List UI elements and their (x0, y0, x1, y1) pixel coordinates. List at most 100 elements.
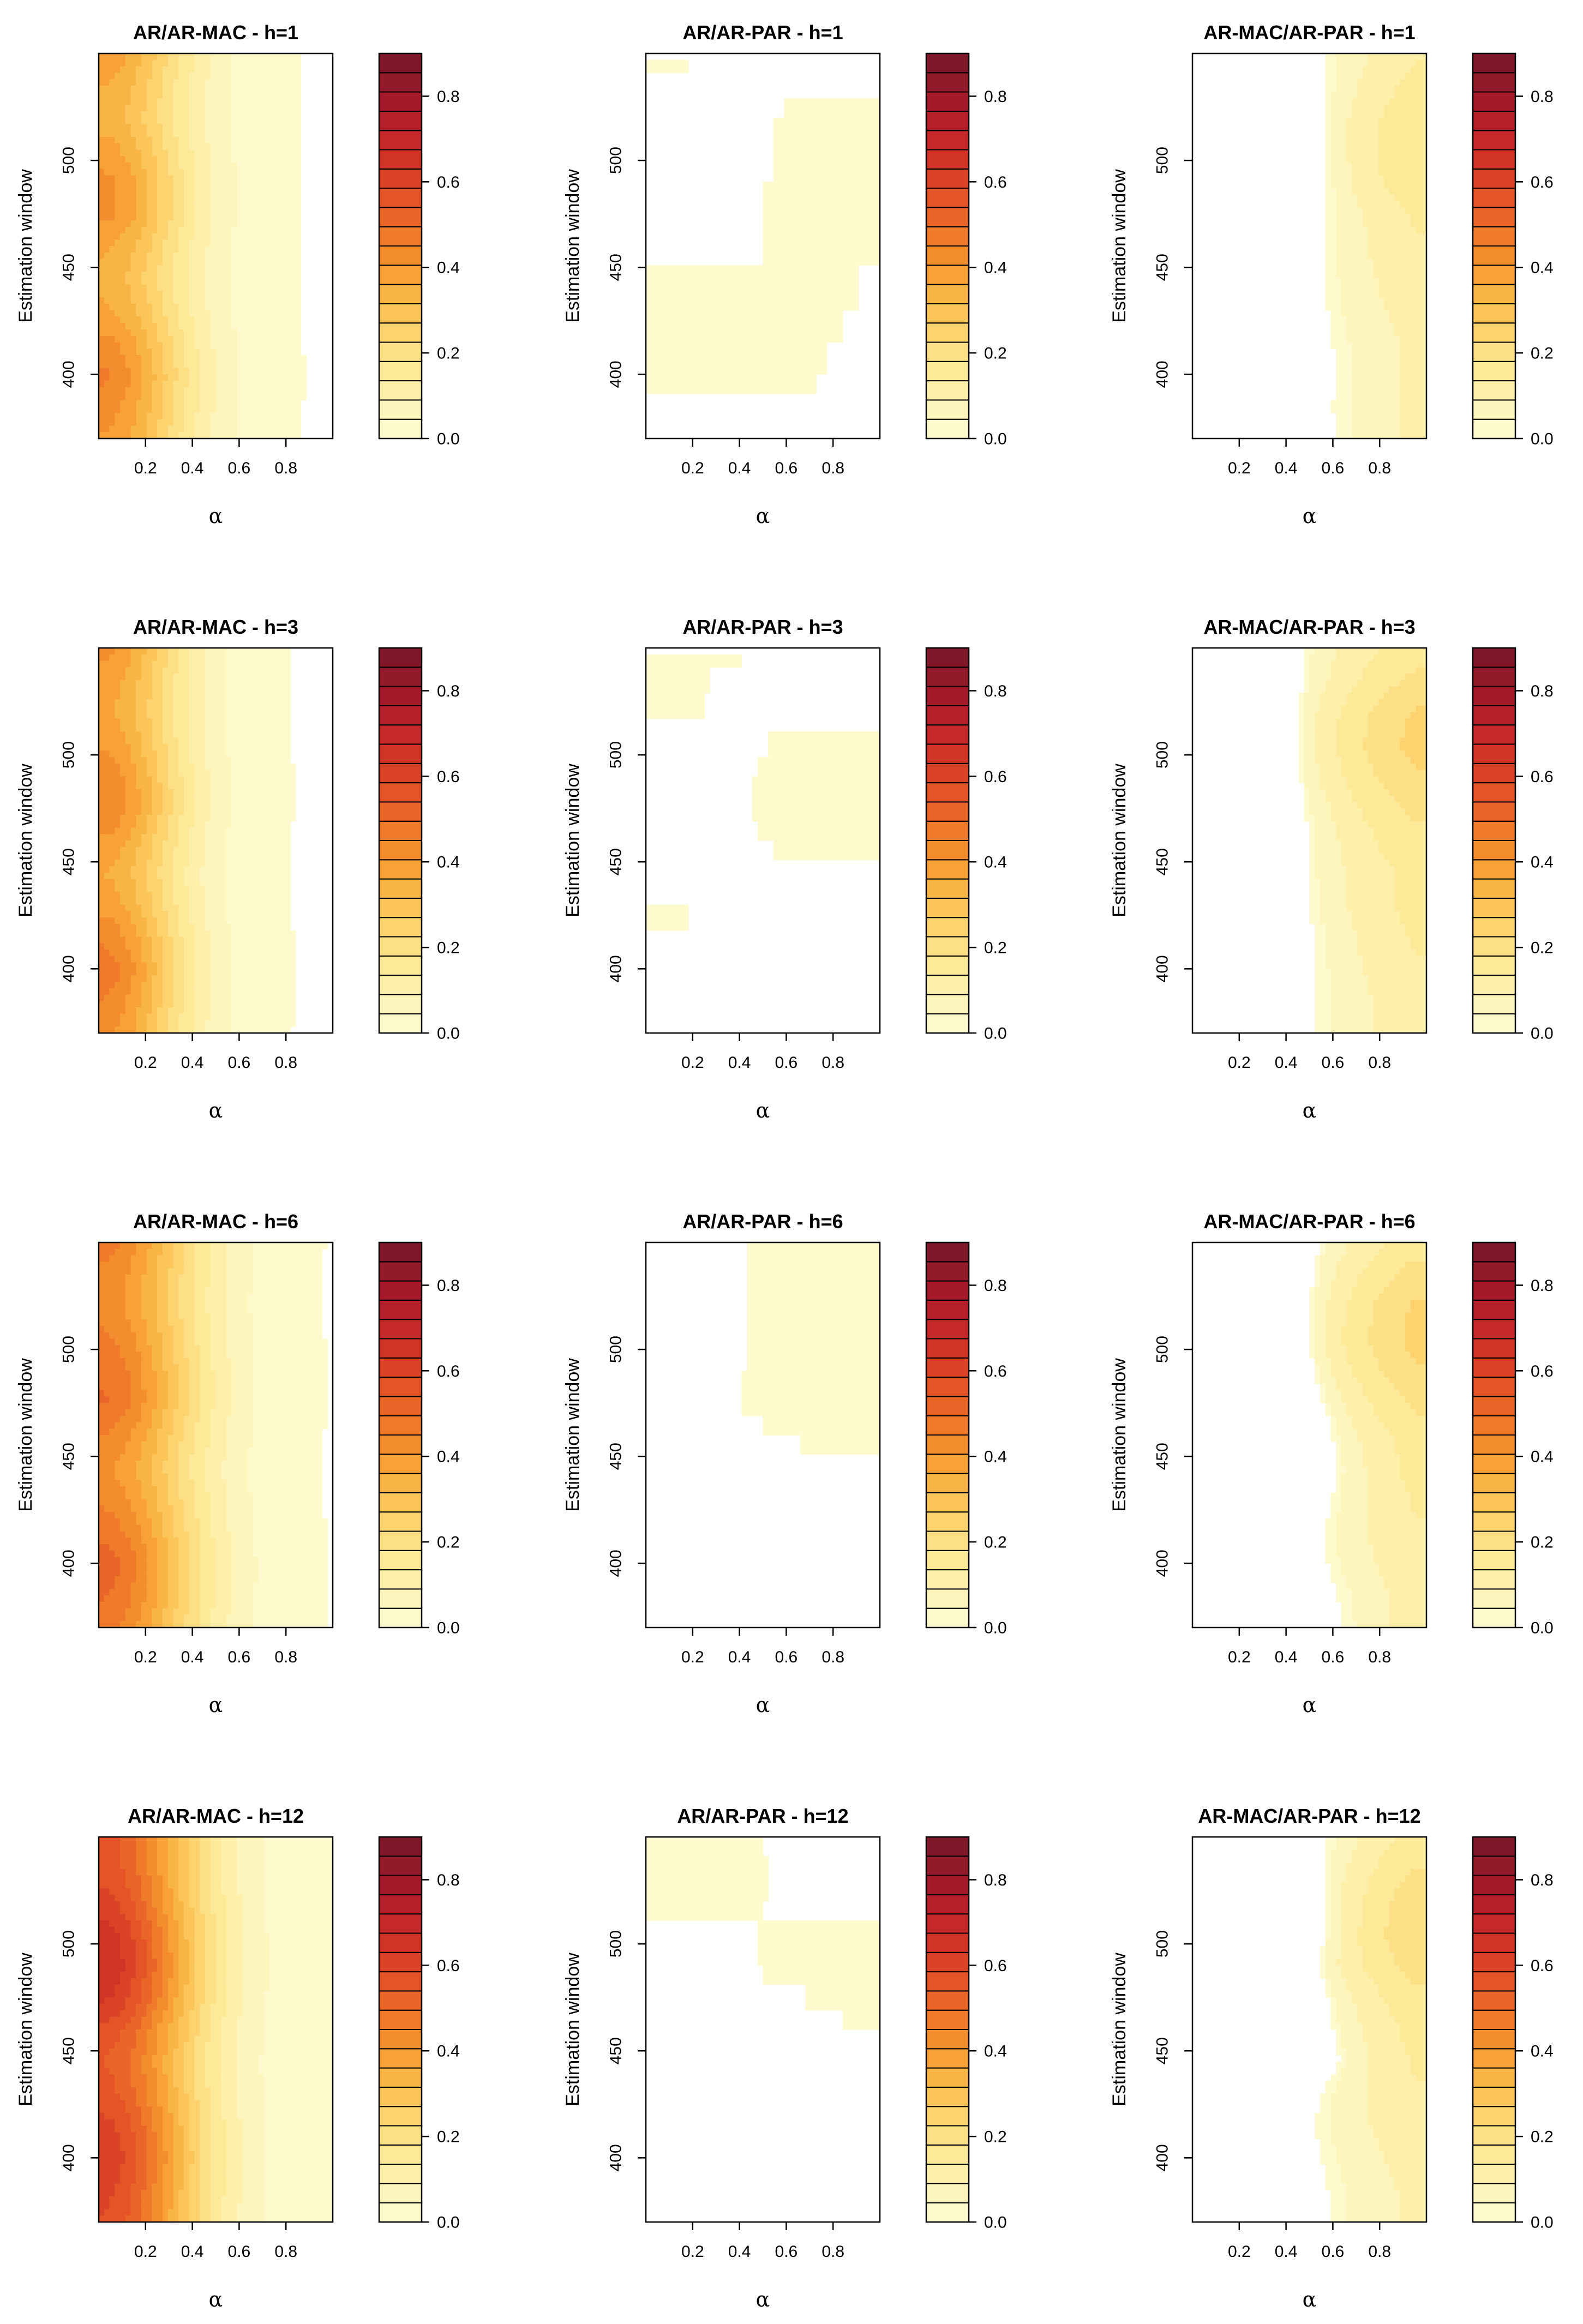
heatmap-cell (104, 343, 110, 350)
heatmap-cell (800, 143, 806, 151)
colorbar-level (379, 169, 422, 188)
heatmap-cell (773, 163, 779, 170)
heatmap-cell (859, 150, 865, 157)
heatmap-cell (168, 419, 174, 427)
heatmap-cell (168, 143, 174, 151)
heatmap-cell (152, 246, 158, 253)
heatmap-cell (848, 188, 854, 195)
heatmap-cell (253, 343, 259, 350)
heatmap-cell (216, 413, 222, 420)
heatmap-cell (237, 207, 243, 214)
heatmap-cell (115, 246, 121, 253)
heatmap-cell (163, 400, 169, 407)
heatmap-cell (253, 53, 259, 61)
heatmap-cell (259, 111, 265, 118)
heatmap-cell (795, 143, 801, 151)
heatmap-cell (141, 425, 147, 433)
heatmap-cell (237, 297, 243, 304)
heatmap-cell (147, 60, 153, 67)
heatmap-cell (104, 233, 110, 240)
heatmap-cell (211, 176, 217, 183)
heatmap-cell (832, 156, 838, 163)
heatmap-cell (125, 419, 131, 427)
heatmap-cell (157, 265, 163, 272)
heatmap-cell (136, 233, 142, 240)
heatmap-cell (259, 253, 265, 260)
x-tick-label: 0.8 (274, 459, 297, 477)
heatmap-cell (832, 188, 838, 195)
heatmap-cell (259, 349, 265, 356)
heatmap-cell (168, 130, 174, 137)
heatmap-surface (99, 53, 307, 439)
heatmap-cell (141, 124, 147, 131)
heatmap-cell (784, 150, 790, 157)
heatmap-cell (211, 67, 217, 74)
heatmap-cell (226, 285, 232, 292)
heatmap-cell (163, 374, 169, 381)
heatmap-cell (99, 278, 105, 285)
heatmap-cell (104, 259, 110, 266)
heatmap-cell (141, 73, 147, 80)
heatmap-cell (253, 73, 259, 80)
heatmap-cell (195, 362, 201, 369)
heatmap-cell (163, 220, 169, 227)
heatmap-cell (120, 163, 126, 170)
heatmap-cell (296, 201, 302, 208)
heatmap-cell (806, 98, 812, 105)
heatmap-cell (168, 98, 174, 105)
heatmap-cell (120, 291, 126, 298)
heatmap-cell (226, 349, 232, 356)
heatmap-cell (837, 169, 843, 176)
heatmap-cell (242, 182, 248, 189)
heatmap-cell (168, 336, 174, 343)
heatmap-cell (216, 201, 222, 208)
heatmap-cell (296, 381, 302, 388)
heatmap-cell (816, 111, 822, 118)
heatmap-cell (157, 368, 163, 375)
heatmap-cell (173, 176, 179, 183)
heatmap-cell (195, 419, 201, 427)
heatmap-cell (189, 355, 195, 362)
heatmap-cell (110, 137, 116, 144)
heatmap-cell (290, 291, 296, 298)
heatmap-cell (263, 163, 269, 170)
heatmap-cell (115, 362, 121, 369)
heatmap-cell (141, 413, 147, 420)
heatmap-cell (263, 105, 269, 112)
heatmap-cell (837, 124, 843, 131)
heatmap-cell (99, 329, 105, 337)
heatmap-cell (280, 265, 286, 272)
heatmap-cell (263, 60, 269, 67)
heatmap-cell (280, 343, 286, 350)
heatmap-cell (120, 79, 126, 86)
heatmap-cell (168, 329, 174, 337)
heatmap-cell (253, 316, 259, 323)
heatmap-cell (263, 227, 269, 234)
heatmap-cell (237, 349, 243, 356)
heatmap-cell (163, 336, 169, 343)
heatmap-cell (115, 227, 121, 234)
heatmap-cell (168, 291, 174, 298)
heatmap-cell (832, 195, 838, 202)
heatmap-cell (237, 406, 243, 413)
heatmap-cell (110, 150, 116, 157)
heatmap-cell (125, 246, 131, 253)
heatmap-cell (99, 156, 105, 163)
heatmap-cell (125, 182, 131, 189)
heatmap-cell (131, 394, 137, 401)
heatmap-cell (242, 227, 248, 234)
heatmap-cell (184, 60, 190, 67)
heatmap-cell (226, 137, 232, 144)
heatmap-cell (152, 156, 158, 163)
heatmap-cell (232, 291, 238, 298)
heatmap-cell (115, 253, 121, 260)
heatmap-cell (259, 329, 265, 337)
heatmap-cell (259, 67, 265, 74)
heatmap-cell (131, 310, 137, 317)
heatmap-cell (184, 394, 190, 401)
heatmap-cell (832, 137, 838, 144)
heatmap-cell (205, 111, 211, 118)
colorbar-level (379, 362, 422, 381)
heatmap-cell (200, 291, 206, 298)
heatmap-cell (232, 156, 238, 163)
